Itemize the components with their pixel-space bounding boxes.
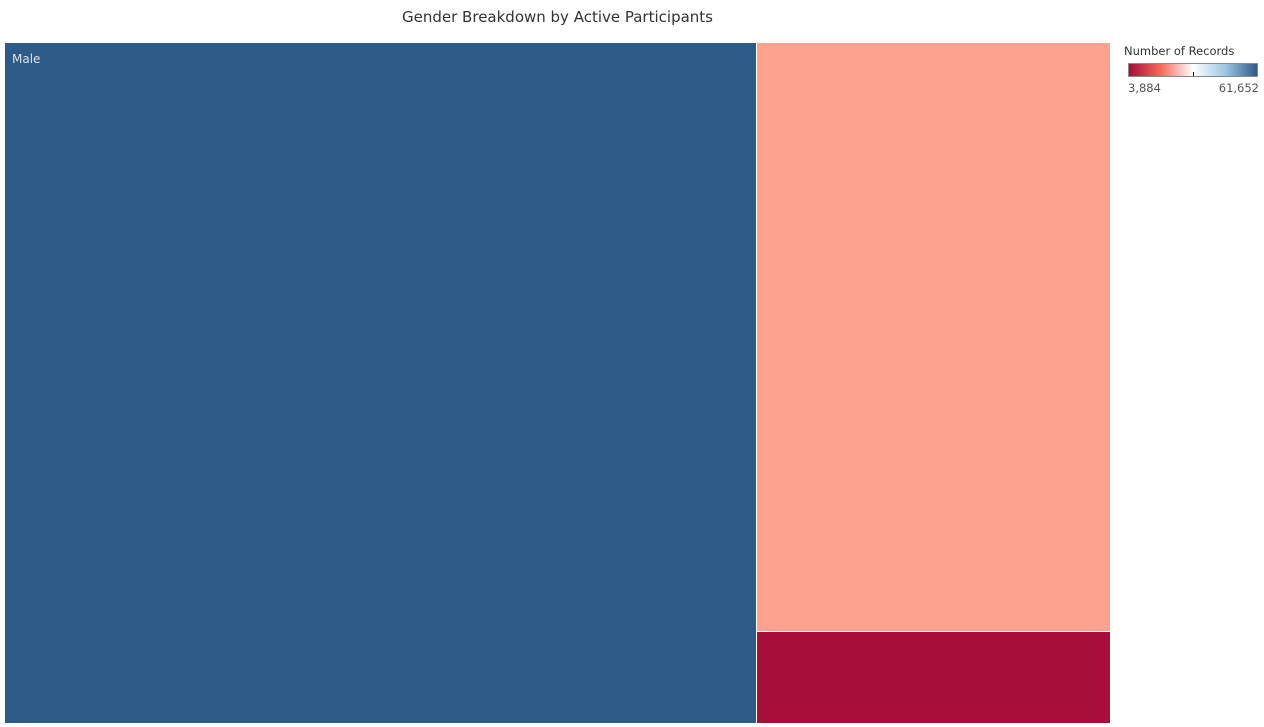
treemap-tile-label: Male <box>12 52 41 66</box>
legend-gradient-bar <box>1128 63 1258 77</box>
color-legend: Number of Records 3,884 61,652 <box>1124 44 1260 95</box>
legend-max-label: 61,652 <box>1218 81 1259 95</box>
legend-min-label: 3,884 <box>1128 81 1161 95</box>
legend-mid-tick <box>1193 72 1194 76</box>
chart-title: Gender Breakdown by Active Participants <box>402 8 713 26</box>
treemap-tile-2[interactable] <box>757 632 1110 723</box>
legend-range-labels: 3,884 61,652 <box>1128 81 1259 95</box>
treemap-tile-1[interactable] <box>757 43 1110 631</box>
legend-title: Number of Records <box>1124 44 1235 58</box>
treemap: Male <box>5 43 1110 723</box>
treemap-tile-male[interactable]: Male <box>5 43 756 723</box>
